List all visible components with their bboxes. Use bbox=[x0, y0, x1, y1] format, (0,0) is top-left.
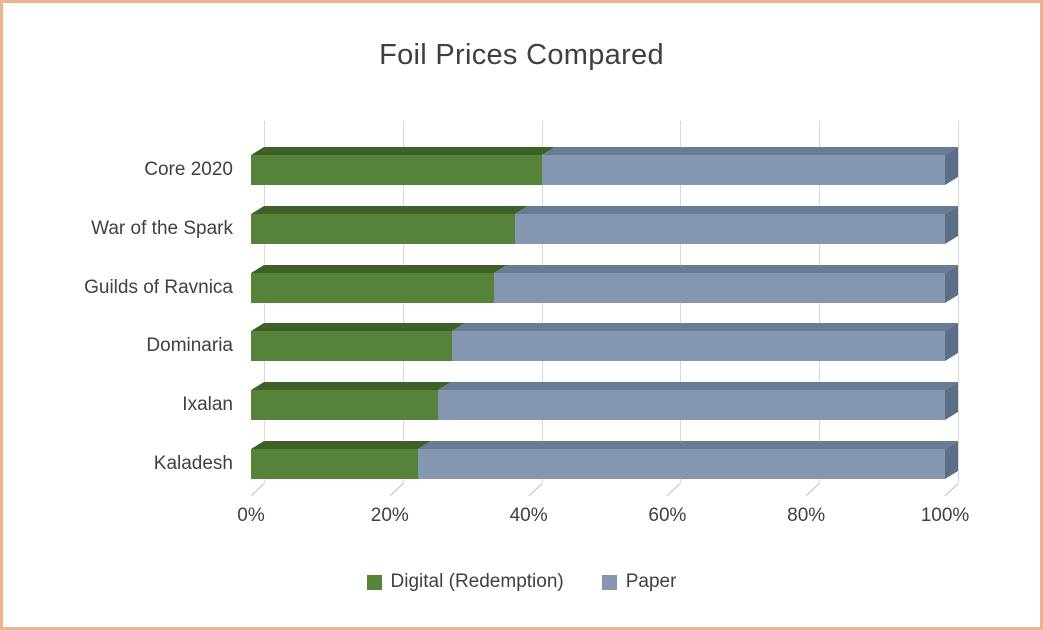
bar-front-face bbox=[251, 331, 945, 362]
bar-segment-paper bbox=[452, 331, 945, 362]
bar-top-paper bbox=[514, 205, 958, 214]
bar-top-paper bbox=[542, 147, 958, 155]
category-label: Kaladesh bbox=[153, 453, 233, 474]
bar-top-face bbox=[251, 323, 958, 332]
bar-top-digital bbox=[251, 323, 466, 332]
bar-top-digital bbox=[251, 205, 528, 214]
bar-top-face bbox=[251, 147, 958, 155]
bar-top-digital bbox=[251, 264, 507, 273]
legend-marker-paper bbox=[601, 574, 617, 590]
bar-segment-paper bbox=[417, 449, 945, 479]
x-axis-label: 100% bbox=[920, 505, 970, 526]
plot-area: 0% 20% 40% 60% 80% 100% Core 2020 War of the Sp… bbox=[3, 3, 1040, 627]
category-label: Core 2020 bbox=[144, 159, 233, 180]
legend-item-digital: Digital (Redemption) bbox=[366, 571, 564, 593]
bar-segment-digital bbox=[251, 390, 439, 421]
legend-item-paper: Paper bbox=[601, 571, 677, 593]
axis-tick bbox=[806, 483, 820, 497]
bar-segment-digital bbox=[251, 272, 494, 303]
x-axis-label: 40% bbox=[509, 505, 548, 526]
category-label: Ixalan bbox=[182, 394, 233, 416]
gridline bbox=[958, 121, 959, 483]
category-label: Guilds of Ravnica bbox=[84, 276, 233, 298]
bar-segment-digital bbox=[251, 155, 543, 185]
x-axis-label: 0% bbox=[237, 505, 265, 526]
bar-segment-digital bbox=[251, 449, 418, 479]
legend: Digital (Redemption) Paper bbox=[3, 571, 1040, 593]
bar-top-paper bbox=[493, 264, 958, 273]
bar-side-face bbox=[945, 205, 958, 244]
axis-tick bbox=[250, 483, 265, 497]
bar-top-face bbox=[251, 382, 958, 391]
axis-tick bbox=[389, 483, 404, 497]
category-label: Dominaria bbox=[146, 335, 233, 357]
bar-top-digital bbox=[251, 441, 431, 449]
bar-top-face bbox=[251, 264, 958, 273]
bar-segment-paper bbox=[514, 213, 945, 244]
axis-tick bbox=[667, 483, 682, 497]
bar-top-paper bbox=[417, 441, 958, 449]
bar-front-face bbox=[251, 213, 945, 244]
bar-side-face bbox=[945, 147, 958, 185]
bar-segment-digital bbox=[251, 331, 453, 362]
bar-segment-paper bbox=[542, 155, 945, 185]
x-axis-label: 80% bbox=[787, 505, 826, 526]
bar-segment-paper bbox=[493, 272, 945, 303]
bar-front-face bbox=[251, 390, 945, 421]
bar-front-face bbox=[251, 272, 945, 303]
legend-label-digital: Digital (Redemption) bbox=[390, 571, 564, 592]
bar-top-paper bbox=[452, 323, 958, 332]
category-label: War of the Spark bbox=[91, 217, 233, 239]
bar-side-face bbox=[945, 441, 958, 479]
legend-label-paper: Paper bbox=[625, 571, 677, 592]
bar-side-face bbox=[945, 323, 958, 362]
bar-side-face bbox=[945, 264, 958, 303]
bar-front-face bbox=[251, 155, 945, 185]
bar-segment-paper bbox=[438, 390, 945, 421]
bar-top-face bbox=[251, 441, 958, 449]
legend-marker-digital bbox=[366, 574, 382, 590]
bar-top-digital bbox=[251, 382, 452, 391]
axis-tick bbox=[944, 483, 959, 497]
chart-title: Foil Prices Compared bbox=[379, 39, 664, 71]
bar-top-face bbox=[251, 205, 958, 214]
x-axis-label: 20% bbox=[370, 505, 409, 526]
axis-tick bbox=[528, 483, 543, 497]
bar-top-digital bbox=[251, 147, 556, 155]
bar-top-paper bbox=[438, 382, 958, 391]
x-axis-label: 60% bbox=[648, 505, 687, 526]
bar-side-face bbox=[945, 382, 958, 421]
bar-segment-digital bbox=[251, 213, 515, 244]
bar-front-face bbox=[251, 449, 945, 479]
